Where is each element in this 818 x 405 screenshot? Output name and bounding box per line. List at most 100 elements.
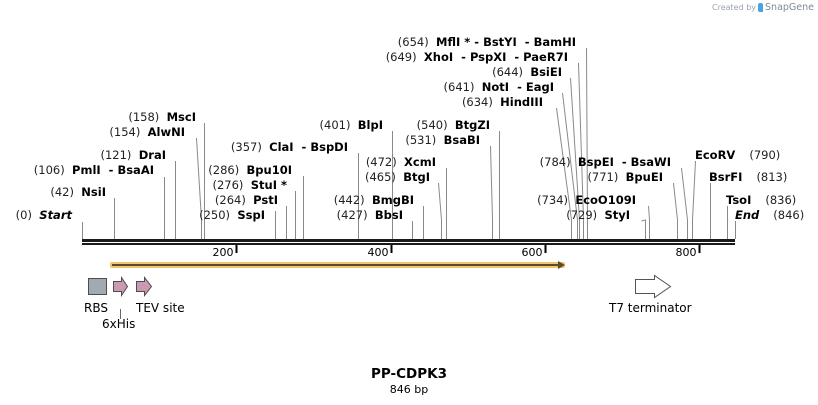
site-label-bpuei[interactable]: (771) BpuEI [587, 170, 663, 184]
site-label-psti[interactable]: (264) PstI [215, 193, 278, 207]
site-position: (813) [756, 170, 787, 184]
feature-label: T7 terminator [608, 301, 692, 315]
orf-arrowhead-icon [558, 261, 565, 269]
site-label-blpi[interactable]: (401) BlpI [320, 118, 383, 132]
site-enzyme-name: AlwNI [148, 125, 185, 139]
svg-text:(0) Start: (0) Start [16, 208, 73, 222]
site-enzyme-name: XcmI [404, 155, 436, 169]
site-enzyme-name: BpuEI [626, 170, 663, 184]
credit-prefix: Created by [712, 3, 757, 12]
svg-text:(121) DraI: (121) DraI [101, 148, 167, 162]
site-position: (649) [386, 50, 424, 64]
svg-text:(250) SspI: (250) SspI [199, 208, 265, 222]
restriction-site-lines [82, 47, 736, 239]
ruler-ticks: 200 400 600 800 [213, 245, 701, 259]
svg-text:(644) BsiEI: (644) BsiEI [492, 65, 562, 79]
site-label-styi[interactable]: (729) StyI [566, 208, 630, 222]
site-enzyme-name: StuI * [251, 178, 287, 192]
site-label-ecorv[interactable]: EcoRV (790) [695, 148, 780, 162]
sequence-length: 846 bp [389, 383, 429, 396]
site-enzyme-name: SspI [237, 208, 265, 222]
feature-rbs[interactable]: RBS [84, 278, 108, 316]
site-enzyme-name: XhoI - PspXI - PaeR7I [424, 50, 568, 64]
ruler-tick-label: 800 [676, 246, 697, 259]
site-position: (734) [537, 193, 575, 207]
site-label-btgi[interactable]: (465) BtgI [365, 170, 430, 184]
site-position: (427) [337, 208, 375, 222]
site-enzyme-name: End [735, 208, 767, 222]
site-label-bsiei[interactable]: (644) BsiEI [492, 65, 562, 79]
site-position: (158) [128, 110, 166, 124]
site-label-nsii[interactable]: (42) NsiI [50, 185, 106, 199]
svg-text:(401) BlpI: (401) BlpI [320, 118, 383, 132]
site-label-alwni[interactable]: (154) AlwNI [109, 125, 185, 139]
site-label-tsoi[interactable]: TsoI (836) [726, 193, 796, 207]
site-line-mfli [586, 47, 588, 239]
site-position: (286) [208, 163, 246, 177]
site-position: (836) [765, 193, 796, 207]
site-label-bsabi[interactable]: (531) BsaBI [405, 133, 480, 147]
svg-text:(641) NotI - EagI: (641) NotI - EagI [444, 80, 554, 94]
snapgene-credit: Created by SnapGene [712, 2, 814, 13]
site-position: (790) [749, 148, 780, 162]
site-position: (784) [540, 155, 578, 169]
orf-line [112, 264, 559, 266]
site-label-bsrfi[interactable]: BsrFI (813) [709, 170, 787, 184]
site-label-msci[interactable]: (158) MscI [128, 110, 196, 124]
feature-label: RBS [84, 301, 108, 315]
site-position: (442) [334, 193, 372, 207]
site-label-xcmi[interactable]: (472) XcmI [366, 155, 436, 169]
feature-t7term[interactable]: T7 terminator [608, 274, 692, 316]
site-line-alwni [196, 137, 202, 239]
site-position: (846) [773, 208, 804, 222]
site-label-end[interactable]: End (846) [735, 208, 804, 222]
site-label-clai[interactable]: (357) ClaI - BspDI [231, 140, 348, 154]
restriction-site-labels: (0) Start (42) NsiI (106) PmlI - BsaAI(121… [16, 35, 805, 222]
site-enzyme-name: BsaBI [444, 133, 480, 147]
site-label-bspei[interactable]: (784) BspEI - BsaWI [540, 155, 671, 169]
site-label-bpu10i[interactable]: (286) Bpu10I [208, 163, 292, 177]
site-line-hindiii [556, 107, 572, 239]
backbone-top-strand [82, 239, 735, 242]
site-position: (531) [405, 133, 443, 147]
site-label-eco0109i[interactable]: (734) EcoO109I [537, 193, 636, 207]
credit-brand: SnapGene [765, 2, 814, 13]
site-line-styi [641, 219, 646, 239]
site-position: (540) [417, 118, 455, 132]
feature-orf[interactable] [110, 261, 565, 269]
site-position: (250) [199, 208, 237, 222]
map-title-block: PP-CDPK3 846 bp [0, 366, 818, 396]
feature-his[interactable]: 6xHis [102, 275, 135, 332]
site-label-hindiii[interactable]: (634) HindIII [462, 95, 543, 109]
site-label-btgzi[interactable]: (540) BtgZI [417, 118, 490, 132]
site-line-xhoi [578, 62, 584, 239]
svg-text:(465) BtgI: (465) BtgI [365, 170, 430, 184]
svg-text:(42) NsiI: (42) NsiI [50, 185, 106, 199]
site-label-xhoi[interactable]: (649) XhoI - PspXI - PaeR7I [386, 50, 568, 64]
sequence-name: PP-CDPK3 [370, 366, 448, 382]
site-label-stui[interactable]: (276) StuI * [213, 178, 288, 192]
site-label-sspi[interactable]: (250) SspI [199, 208, 265, 222]
site-enzyme-name: BlpI [358, 118, 383, 132]
site-label-noti[interactable]: (641) NotI - EagI [444, 80, 554, 94]
site-position: (729) [566, 208, 604, 222]
site-enzyme-name: MflI * - BstYI - BamHI [436, 35, 576, 49]
svg-text:(654) MflI * - BstYI - BamHI: (654) MflI * - BstYI - BamHI [398, 35, 576, 49]
site-enzyme-name: StyI [604, 208, 630, 222]
svg-text:(784) BspEI - BsaWI: (784) BspEI - BsaWI [540, 155, 671, 169]
site-label-pmli[interactable]: (106) PmlI - BsaAI [34, 163, 154, 177]
site-position: (634) [462, 95, 500, 109]
site-position: (154) [109, 125, 147, 139]
site-label-bmgbi[interactable]: (442) BmgBI [334, 193, 414, 207]
site-label-bbsi[interactable]: (427) BbsI [337, 208, 403, 222]
feature-tev[interactable]: TEV site [135, 276, 185, 316]
site-label-drai[interactable]: (121) DraI [101, 148, 167, 162]
site-label-mfli[interactable]: (654) MflI * - BstYI - BamHI [398, 35, 576, 49]
site-enzyme-name: BtgZI [455, 118, 490, 132]
site-enzyme-name: ClaI - BspDI [269, 140, 348, 154]
site-label-start[interactable]: (0) Start [16, 208, 73, 222]
site-line-btgi [438, 182, 442, 239]
ruler-tick-label: 200 [213, 246, 234, 259]
